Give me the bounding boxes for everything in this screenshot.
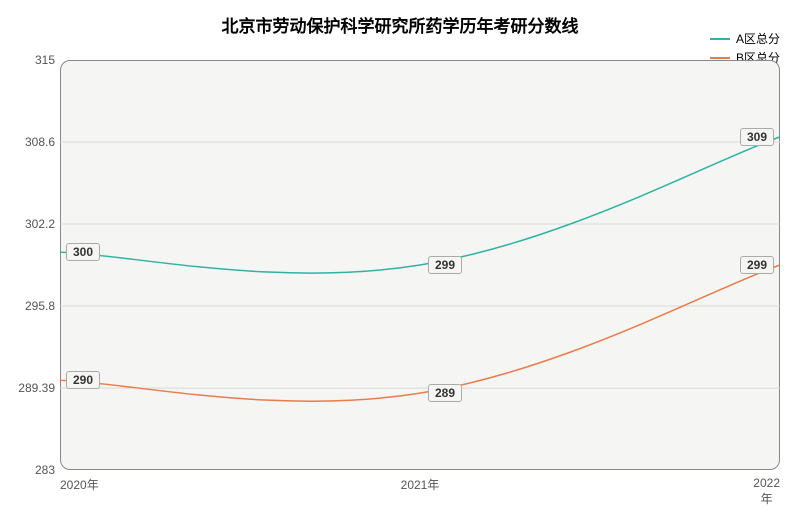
x-axis-label: 2020年 bbox=[60, 476, 99, 493]
series-line bbox=[60, 265, 780, 401]
data-label: 300 bbox=[66, 243, 100, 261]
series-line bbox=[60, 137, 780, 273]
chart-svg bbox=[0, 0, 800, 500]
y-axis-label: 283 bbox=[5, 463, 55, 477]
data-label: 290 bbox=[66, 371, 100, 389]
data-label: 299 bbox=[740, 256, 774, 274]
y-axis-label: 308.6 bbox=[5, 135, 55, 149]
data-label: 299 bbox=[428, 256, 462, 274]
data-label: 309 bbox=[740, 128, 774, 146]
y-axis-label: 295.8 bbox=[5, 299, 55, 313]
y-axis-label: 315 bbox=[5, 53, 55, 67]
chart-container: 北京市劳动保护科学研究所药学历年考研分数线 A区总分 B区总分 283289.3… bbox=[0, 0, 800, 500]
y-axis-label: 302.2 bbox=[5, 217, 55, 231]
x-axis-label: 2021年 bbox=[401, 476, 440, 493]
x-axis-label: 2022年 bbox=[753, 476, 780, 507]
data-label: 289 bbox=[428, 384, 462, 402]
y-axis-label: 289.39 bbox=[5, 381, 55, 395]
